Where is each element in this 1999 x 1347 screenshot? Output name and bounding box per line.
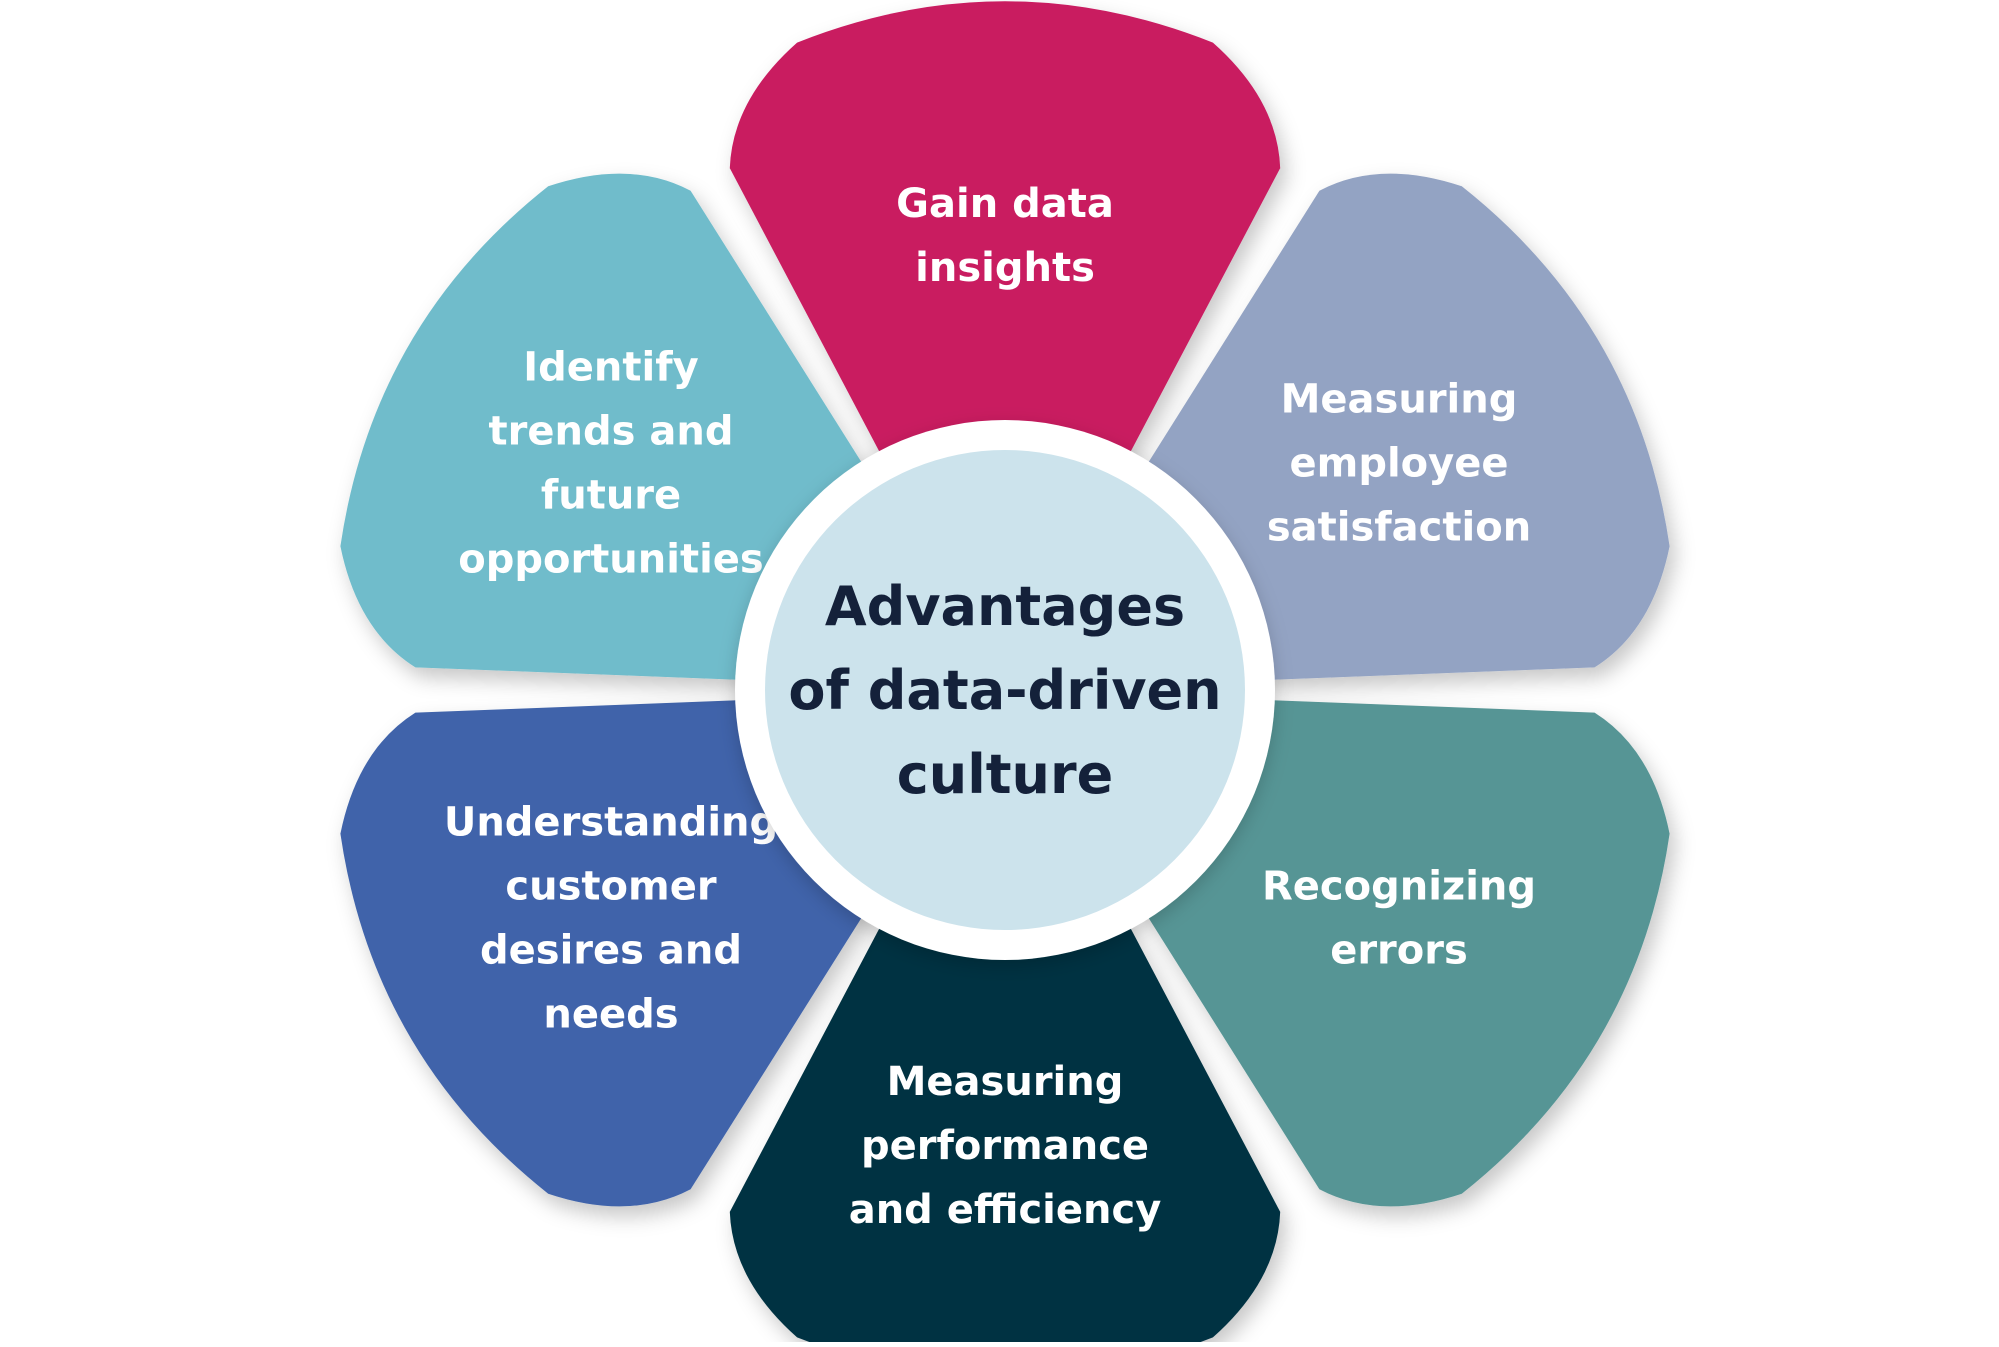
petal-label-gain-data-insights: Gain data insights xyxy=(896,181,1114,291)
petal-group: Gain data insights Measuring employee satisf… xyxy=(340,1,1670,1347)
petal-label-line: Identify xyxy=(523,345,698,391)
petal-identify-trends-and-future-opportunities xyxy=(340,173,870,681)
petal-label-line: Measuring xyxy=(887,1059,1124,1105)
center-title-line: culture xyxy=(897,743,1113,806)
petal-label-understanding-customer-desires-and-needs: Understanding customer desires and needs xyxy=(444,800,778,1038)
petal-label-line: employee xyxy=(1290,441,1509,487)
petal-label-recognizing-errors: Recognizing errors xyxy=(1262,864,1536,974)
petal-label-line: Measuring xyxy=(1281,377,1518,423)
petal-label-line: and efficiency xyxy=(849,1187,1162,1233)
petal-label-line: opportunities xyxy=(458,537,764,583)
petal-recognizing-errors xyxy=(1140,699,1670,1207)
petal-label-line: insights xyxy=(915,245,1095,291)
center-circle xyxy=(765,450,1245,930)
petal-label-identify-trends-and-future-opportunities: Identify trends and future opportunities xyxy=(458,345,764,583)
petal-label-line: needs xyxy=(543,992,678,1038)
petal-label-line: Gain data xyxy=(896,181,1114,227)
petal-measuring-employee-satisfaction xyxy=(1140,173,1670,681)
petal-label-line: satisfaction xyxy=(1267,505,1531,551)
center-title: Advantages of data-driven culture xyxy=(788,575,1221,806)
petal-label-line: Understanding xyxy=(444,800,778,846)
petal-label-measuring-performance-and-efficiency: Measuring performance and efficiency xyxy=(849,1059,1162,1233)
petal-label-line: performance xyxy=(861,1123,1149,1169)
petal-label-line: errors xyxy=(1330,928,1468,974)
center-title-line: Advantages xyxy=(825,575,1185,638)
center-title-line: of data-driven xyxy=(788,659,1221,722)
petal-label-line: trends and xyxy=(489,409,734,455)
petal-label-measuring-employee-satisfaction: Measuring employee satisfaction xyxy=(1267,377,1531,551)
petal-label-line: Recognizing xyxy=(1262,864,1536,910)
petal-measuring-performance-and-efficiency xyxy=(729,915,1281,1347)
petal-label-line: future xyxy=(541,473,681,519)
center-hub: Advantages of data-driven culture xyxy=(735,420,1275,960)
petal-gain-data-insights xyxy=(729,1,1281,465)
petal-label-line: desires and xyxy=(480,928,742,974)
petal-label-line: customer xyxy=(505,864,716,910)
petal-understanding-customer-desires-and-needs xyxy=(340,699,870,1207)
